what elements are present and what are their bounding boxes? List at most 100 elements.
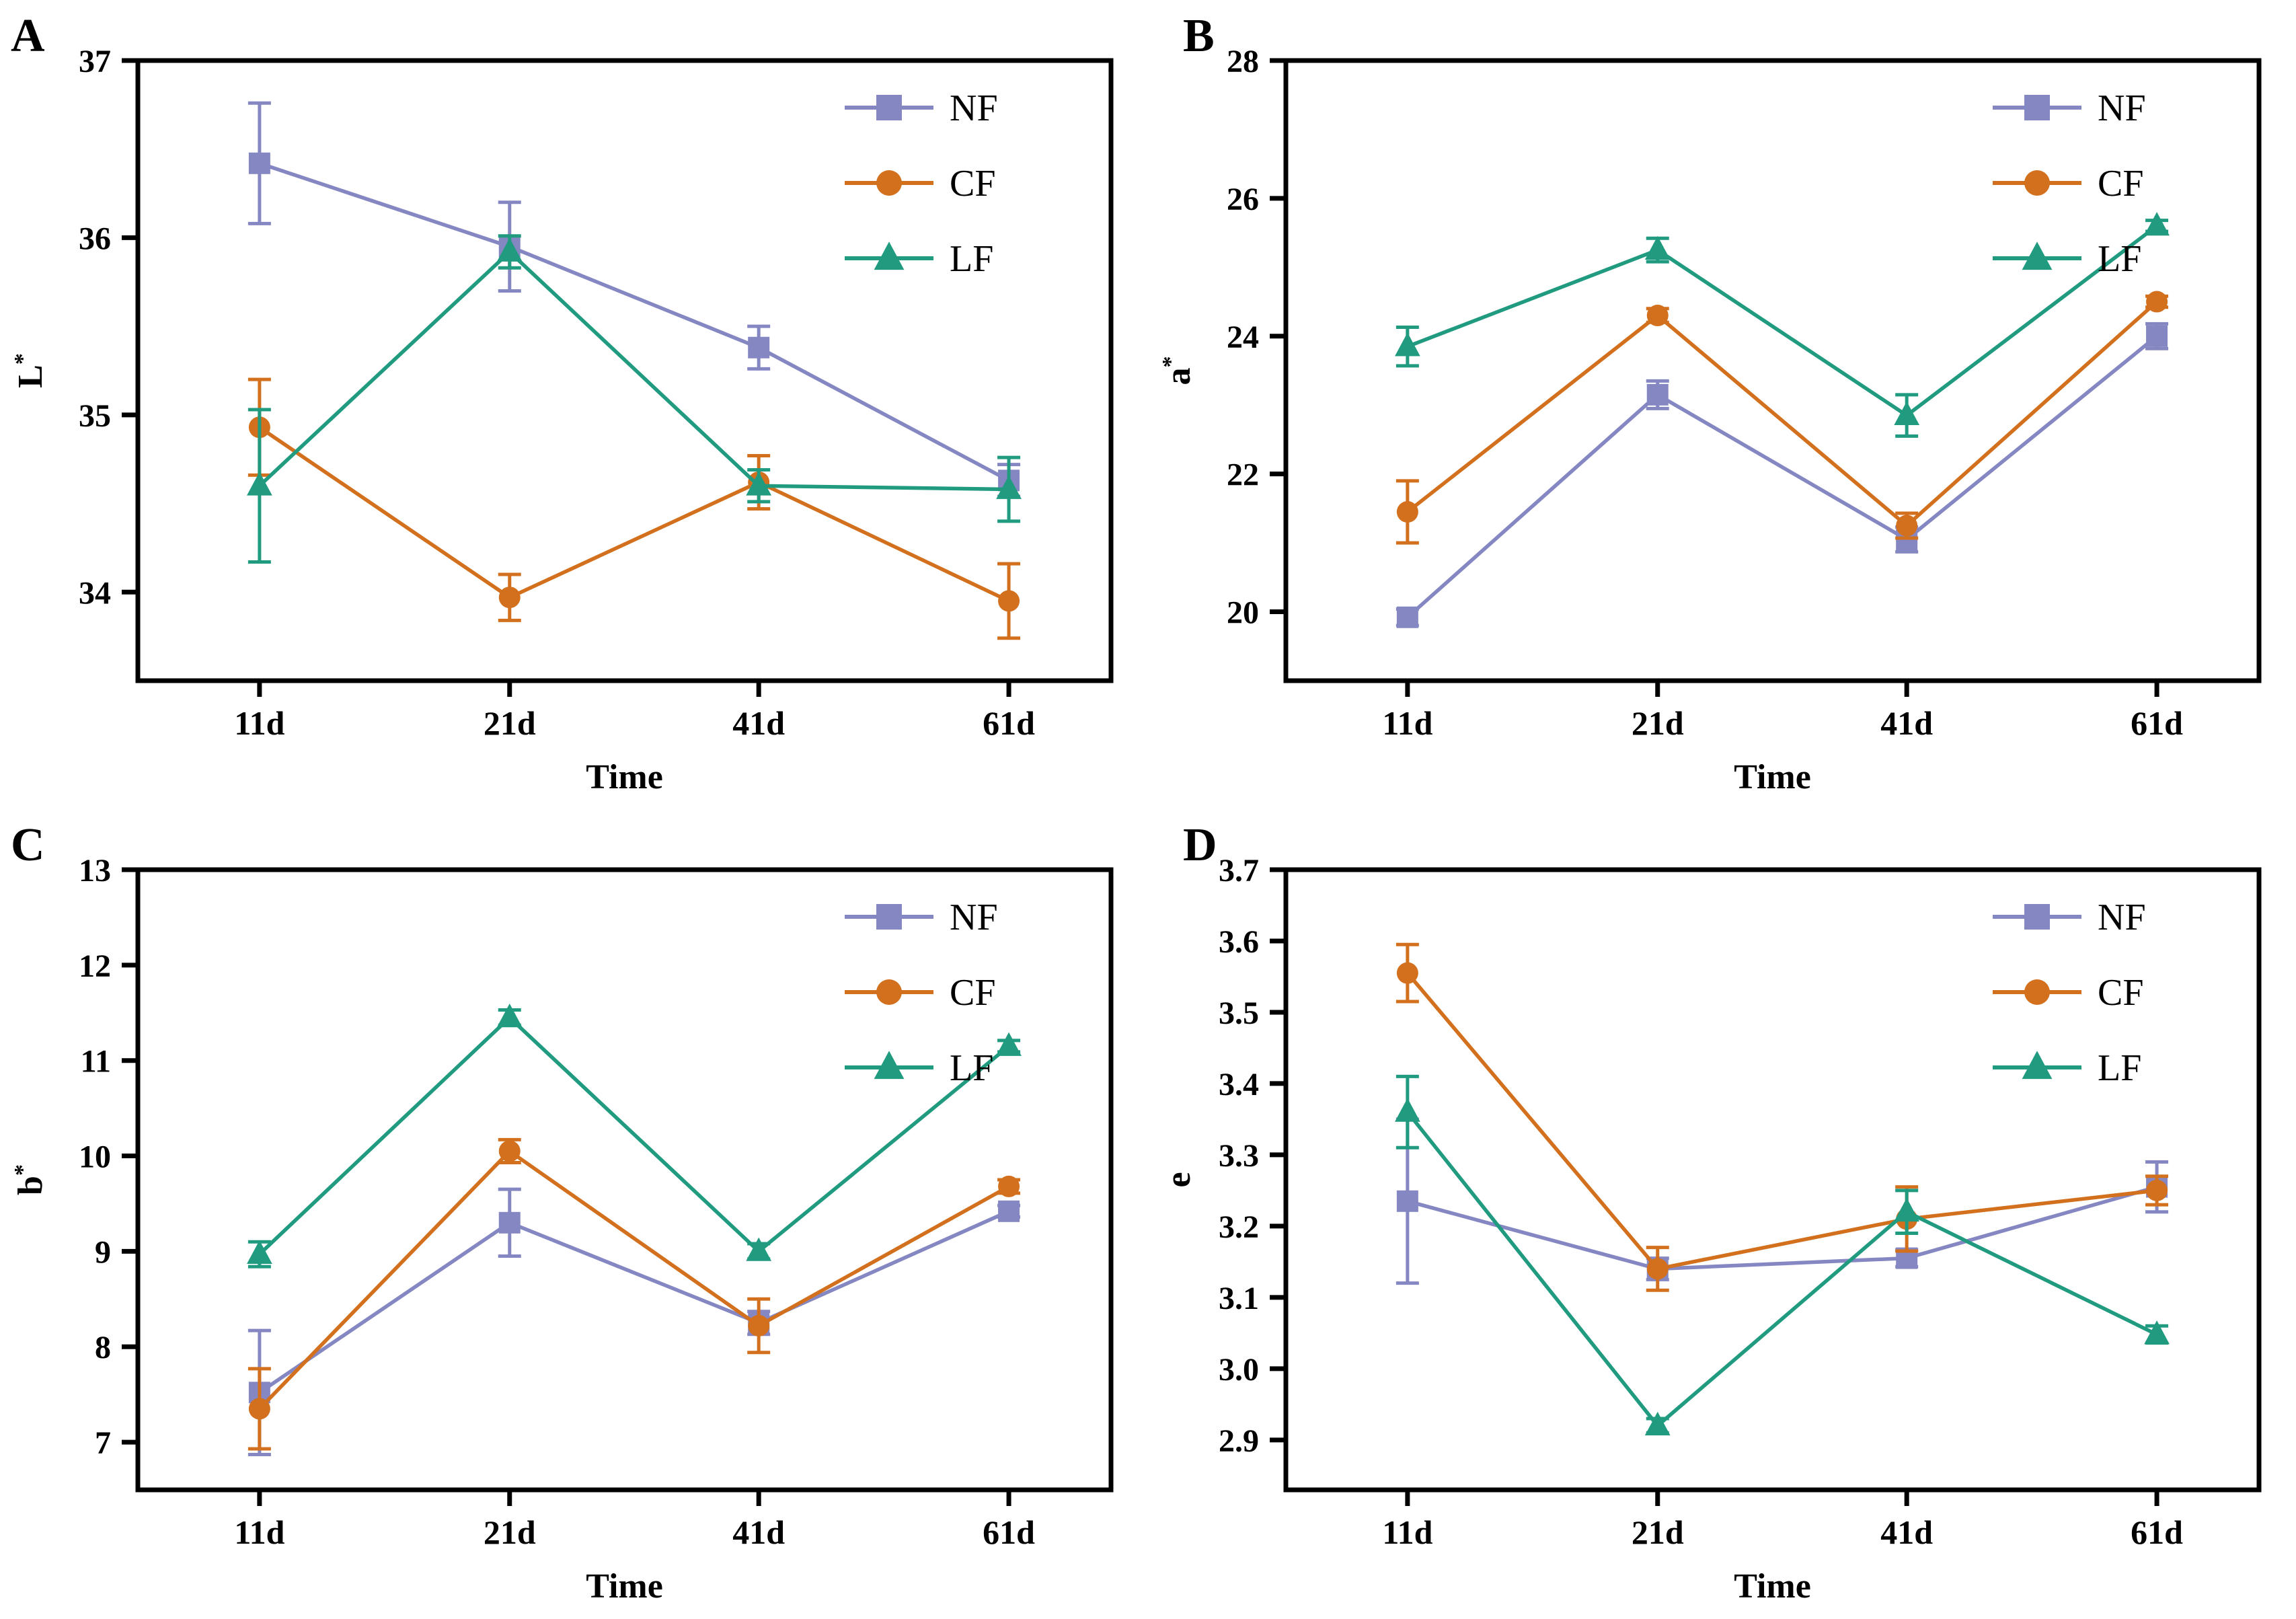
legend-marker-nf bbox=[2024, 95, 2050, 120]
x-tick-label: 61d bbox=[2131, 704, 2183, 742]
legend-marker-cf bbox=[2024, 170, 2050, 196]
y-tick-label: 9 bbox=[95, 1234, 111, 1270]
legend-label-cf: CF bbox=[2098, 163, 2144, 204]
marker-lf bbox=[2144, 212, 2170, 236]
y-tick-label: 7 bbox=[95, 1425, 111, 1461]
x-tick-label: 61d bbox=[983, 704, 1035, 742]
panel-a: A 34 35 36 37 11d 21d 41d 61d Time L* NF CF LF bbox=[0, 0, 1148, 809]
x-tick-label: 11d bbox=[1382, 1513, 1432, 1551]
panel-b: B 20 22 24 26 28 11d 21d 41d 61d Time a* NF CF LF bbox=[1148, 0, 2296, 809]
plot-frame bbox=[135, 58, 1114, 683]
panel-d-chart: 2.9 3.0 3.1 3.2 3.3 3.4 3.5 3.6 3.7 11d 21d 41d 61d T… bbox=[1159, 853, 2262, 1606]
marker-lf bbox=[1644, 1411, 1671, 1436]
marker-lf bbox=[746, 472, 772, 496]
marker-cf bbox=[1396, 501, 1418, 523]
y-tick-label: 35 bbox=[79, 398, 111, 434]
x-tick-label: 21d bbox=[484, 1513, 536, 1551]
y-tick-label: 3.0 bbox=[1219, 1352, 1259, 1388]
panel-b-letter: B bbox=[1183, 10, 1215, 62]
series-line-lf bbox=[1406, 1110, 2158, 1429]
series-line-lf bbox=[258, 249, 1009, 492]
legend-marker-lf bbox=[2022, 241, 2053, 270]
panel-d: D 2.9 3.0 3.1 3.2 3.3 3.4 3.5 3.6 3.7 11d 21d 41d 61… bbox=[1148, 809, 2296, 1619]
marker-lf bbox=[246, 1240, 272, 1265]
panel-d-letter: D bbox=[1183, 819, 1217, 871]
y-tick-label: 12 bbox=[79, 948, 111, 984]
y-tick-label: 3.6 bbox=[1219, 924, 1259, 960]
y-tick-label: 28 bbox=[1227, 44, 1259, 79]
marker-cf bbox=[1896, 515, 1918, 537]
marker-lf bbox=[1644, 235, 1671, 260]
marker-nf bbox=[998, 1200, 1020, 1222]
y-tick-label: 37 bbox=[79, 44, 111, 79]
legend-label-nf: NF bbox=[2098, 87, 2146, 129]
marker-cf bbox=[1646, 305, 1669, 327]
plot-frame bbox=[135, 867, 1114, 1493]
legend-label-nf: NF bbox=[2098, 897, 2146, 938]
y-tick-label: 34 bbox=[79, 575, 111, 611]
marker-cf bbox=[1396, 962, 1418, 984]
marker-lf bbox=[496, 237, 523, 262]
y-tick-label: 22 bbox=[1227, 457, 1259, 493]
y-tick-label: 8 bbox=[95, 1330, 111, 1365]
series-line-nf bbox=[259, 161, 1010, 482]
y-tick-label: 3.2 bbox=[1219, 1209, 1259, 1245]
y-axis-label: L* bbox=[10, 353, 50, 388]
marker-nf bbox=[2146, 325, 2168, 347]
x-tick-label: 41d bbox=[732, 704, 785, 742]
x-axis-label: Time bbox=[1734, 758, 1811, 796]
panel-a-letter: A bbox=[11, 10, 45, 62]
y-tick-label: 36 bbox=[79, 221, 111, 256]
marker-cf bbox=[248, 1398, 270, 1420]
legend-label-lf: LF bbox=[2098, 1047, 2141, 1089]
x-axis-label: Time bbox=[1734, 1567, 1811, 1606]
legend-marker-nf bbox=[876, 95, 902, 120]
legend-label-cf: CF bbox=[950, 972, 996, 1014]
marker-nf bbox=[748, 336, 770, 359]
marker-nf bbox=[498, 1211, 521, 1234]
marker-lf bbox=[2144, 1320, 2170, 1345]
marker-lf bbox=[1894, 1197, 1920, 1222]
marker-lf bbox=[1894, 401, 1920, 425]
legend-marker-cf bbox=[876, 170, 902, 196]
marker-cf bbox=[2146, 1179, 2168, 1201]
x-tick-label: 41d bbox=[732, 1513, 785, 1551]
series-line-nf bbox=[258, 1209, 1010, 1394]
y-tick-label: 3.5 bbox=[1219, 995, 1259, 1031]
marker-cf bbox=[998, 590, 1020, 612]
y-tick-label: 24 bbox=[1227, 319, 1259, 355]
marker-nf bbox=[1396, 1190, 1418, 1212]
y-tick-label: 3.4 bbox=[1219, 1067, 1259, 1102]
y-tick-label: 3.3 bbox=[1219, 1138, 1259, 1174]
y-tick-label: 11 bbox=[81, 1044, 111, 1080]
series-line-nf bbox=[1406, 334, 2158, 619]
marker-lf bbox=[746, 1237, 772, 1261]
series-line-lf bbox=[1406, 224, 2158, 418]
x-tick-label: 21d bbox=[484, 704, 536, 742]
marker-cf bbox=[748, 1315, 770, 1337]
x-tick-label: 61d bbox=[983, 1513, 1035, 1551]
y-tick-label: 3.7 bbox=[1219, 853, 1259, 889]
y-axis-label: e bbox=[1159, 1172, 1198, 1187]
y-tick-label: 3.1 bbox=[1219, 1281, 1259, 1316]
x-tick-label: 61d bbox=[2131, 1513, 2183, 1551]
x-axis-label: Time bbox=[586, 758, 663, 796]
y-tick-label: 10 bbox=[79, 1139, 111, 1175]
x-tick-label: 41d bbox=[1880, 1513, 1933, 1551]
legend-marker-cf bbox=[876, 979, 902, 1005]
x-tick-label: 21d bbox=[1632, 704, 1684, 742]
marker-lf bbox=[996, 475, 1022, 499]
legend-label-nf: NF bbox=[950, 87, 998, 129]
x-axis-label: Time bbox=[586, 1567, 663, 1606]
y-tick-label: 13 bbox=[79, 853, 111, 889]
series-line-cf bbox=[1406, 300, 2158, 529]
y-tick-label: 2.9 bbox=[1219, 1423, 1259, 1459]
series-line-cf bbox=[258, 426, 1010, 603]
x-tick-label: 21d bbox=[1632, 1513, 1684, 1551]
y-axis-label: b* bbox=[10, 1164, 50, 1195]
legend-label-nf: NF bbox=[950, 897, 998, 938]
x-tick-label: 11d bbox=[234, 704, 284, 742]
legend-marker-cf bbox=[2024, 979, 2050, 1005]
legend-label-cf: CF bbox=[950, 163, 996, 204]
marker-nf bbox=[248, 152, 270, 174]
